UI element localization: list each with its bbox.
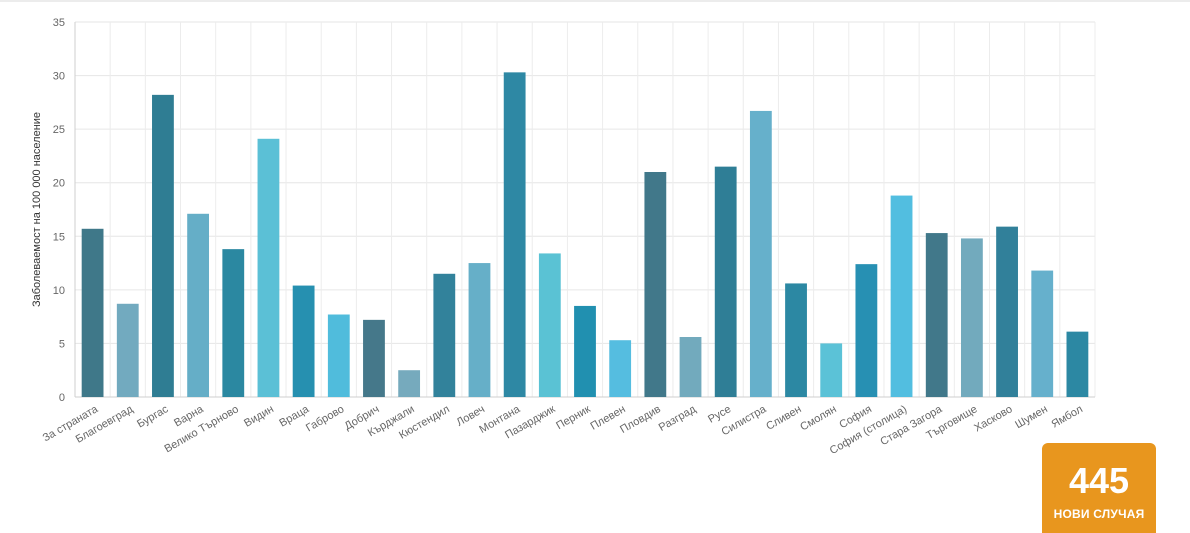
bar (81, 228, 104, 397)
new-cases-count: 445 (1068, 460, 1130, 501)
y-tick-label: 10 (53, 285, 65, 297)
bar (116, 303, 139, 397)
x-tick-label: Шумен (1013, 403, 1050, 431)
y-axis-title: Заболеваемост на 100 000 население (31, 112, 43, 307)
bar (749, 110, 772, 397)
bar (785, 283, 807, 397)
bar (363, 319, 385, 397)
bar (855, 264, 878, 397)
bar (327, 314, 350, 397)
bar (574, 305, 596, 397)
bar (433, 273, 456, 397)
top-divider (0, 0, 1190, 2)
new-cases-card[interactable]: 445 НОВИ СЛУЧАЯ (1042, 443, 1156, 533)
x-tick-label: Смолян (798, 403, 839, 433)
bar (257, 138, 280, 398)
bar (890, 195, 913, 397)
bar (398, 370, 421, 397)
x-tick-label: Перник (554, 403, 592, 432)
bar (538, 253, 561, 397)
y-tick-label: 25 (53, 124, 65, 136)
bar (996, 226, 1018, 397)
x-tick-label: Хасково (972, 403, 1014, 434)
bar (222, 249, 245, 397)
x-tick-label: Разград (657, 403, 699, 434)
bar (679, 337, 702, 397)
new-cases-label: НОВИ СЛУЧАЯ (1053, 507, 1145, 521)
bar (187, 213, 210, 397)
bar (714, 166, 737, 397)
x-tick-label: Сливен (764, 403, 803, 433)
x-tick-label: Габрово (304, 403, 346, 434)
x-tick-label: Ямбол (1049, 403, 1084, 430)
y-tick-label: 30 (53, 71, 65, 83)
y-tick-label: 20 (53, 178, 65, 190)
bar (960, 238, 983, 397)
bar (925, 233, 948, 397)
y-tick-label: 15 (53, 231, 65, 243)
bar (609, 340, 632, 397)
x-tick-label: Пловдив (618, 403, 663, 436)
bar (292, 285, 315, 397)
bar (820, 343, 843, 397)
bar (1066, 331, 1089, 397)
y-tick-label: 5 (59, 338, 65, 350)
y-tick-label: 0 (59, 392, 65, 404)
bar (152, 94, 174, 397)
bar (1031, 270, 1054, 397)
bar (644, 172, 667, 397)
bar (468, 263, 491, 397)
y-tick-label: 35 (53, 17, 65, 29)
x-tick-label: Бургас (135, 403, 171, 431)
x-tick-label: Видин (242, 403, 276, 429)
bar (503, 72, 526, 397)
